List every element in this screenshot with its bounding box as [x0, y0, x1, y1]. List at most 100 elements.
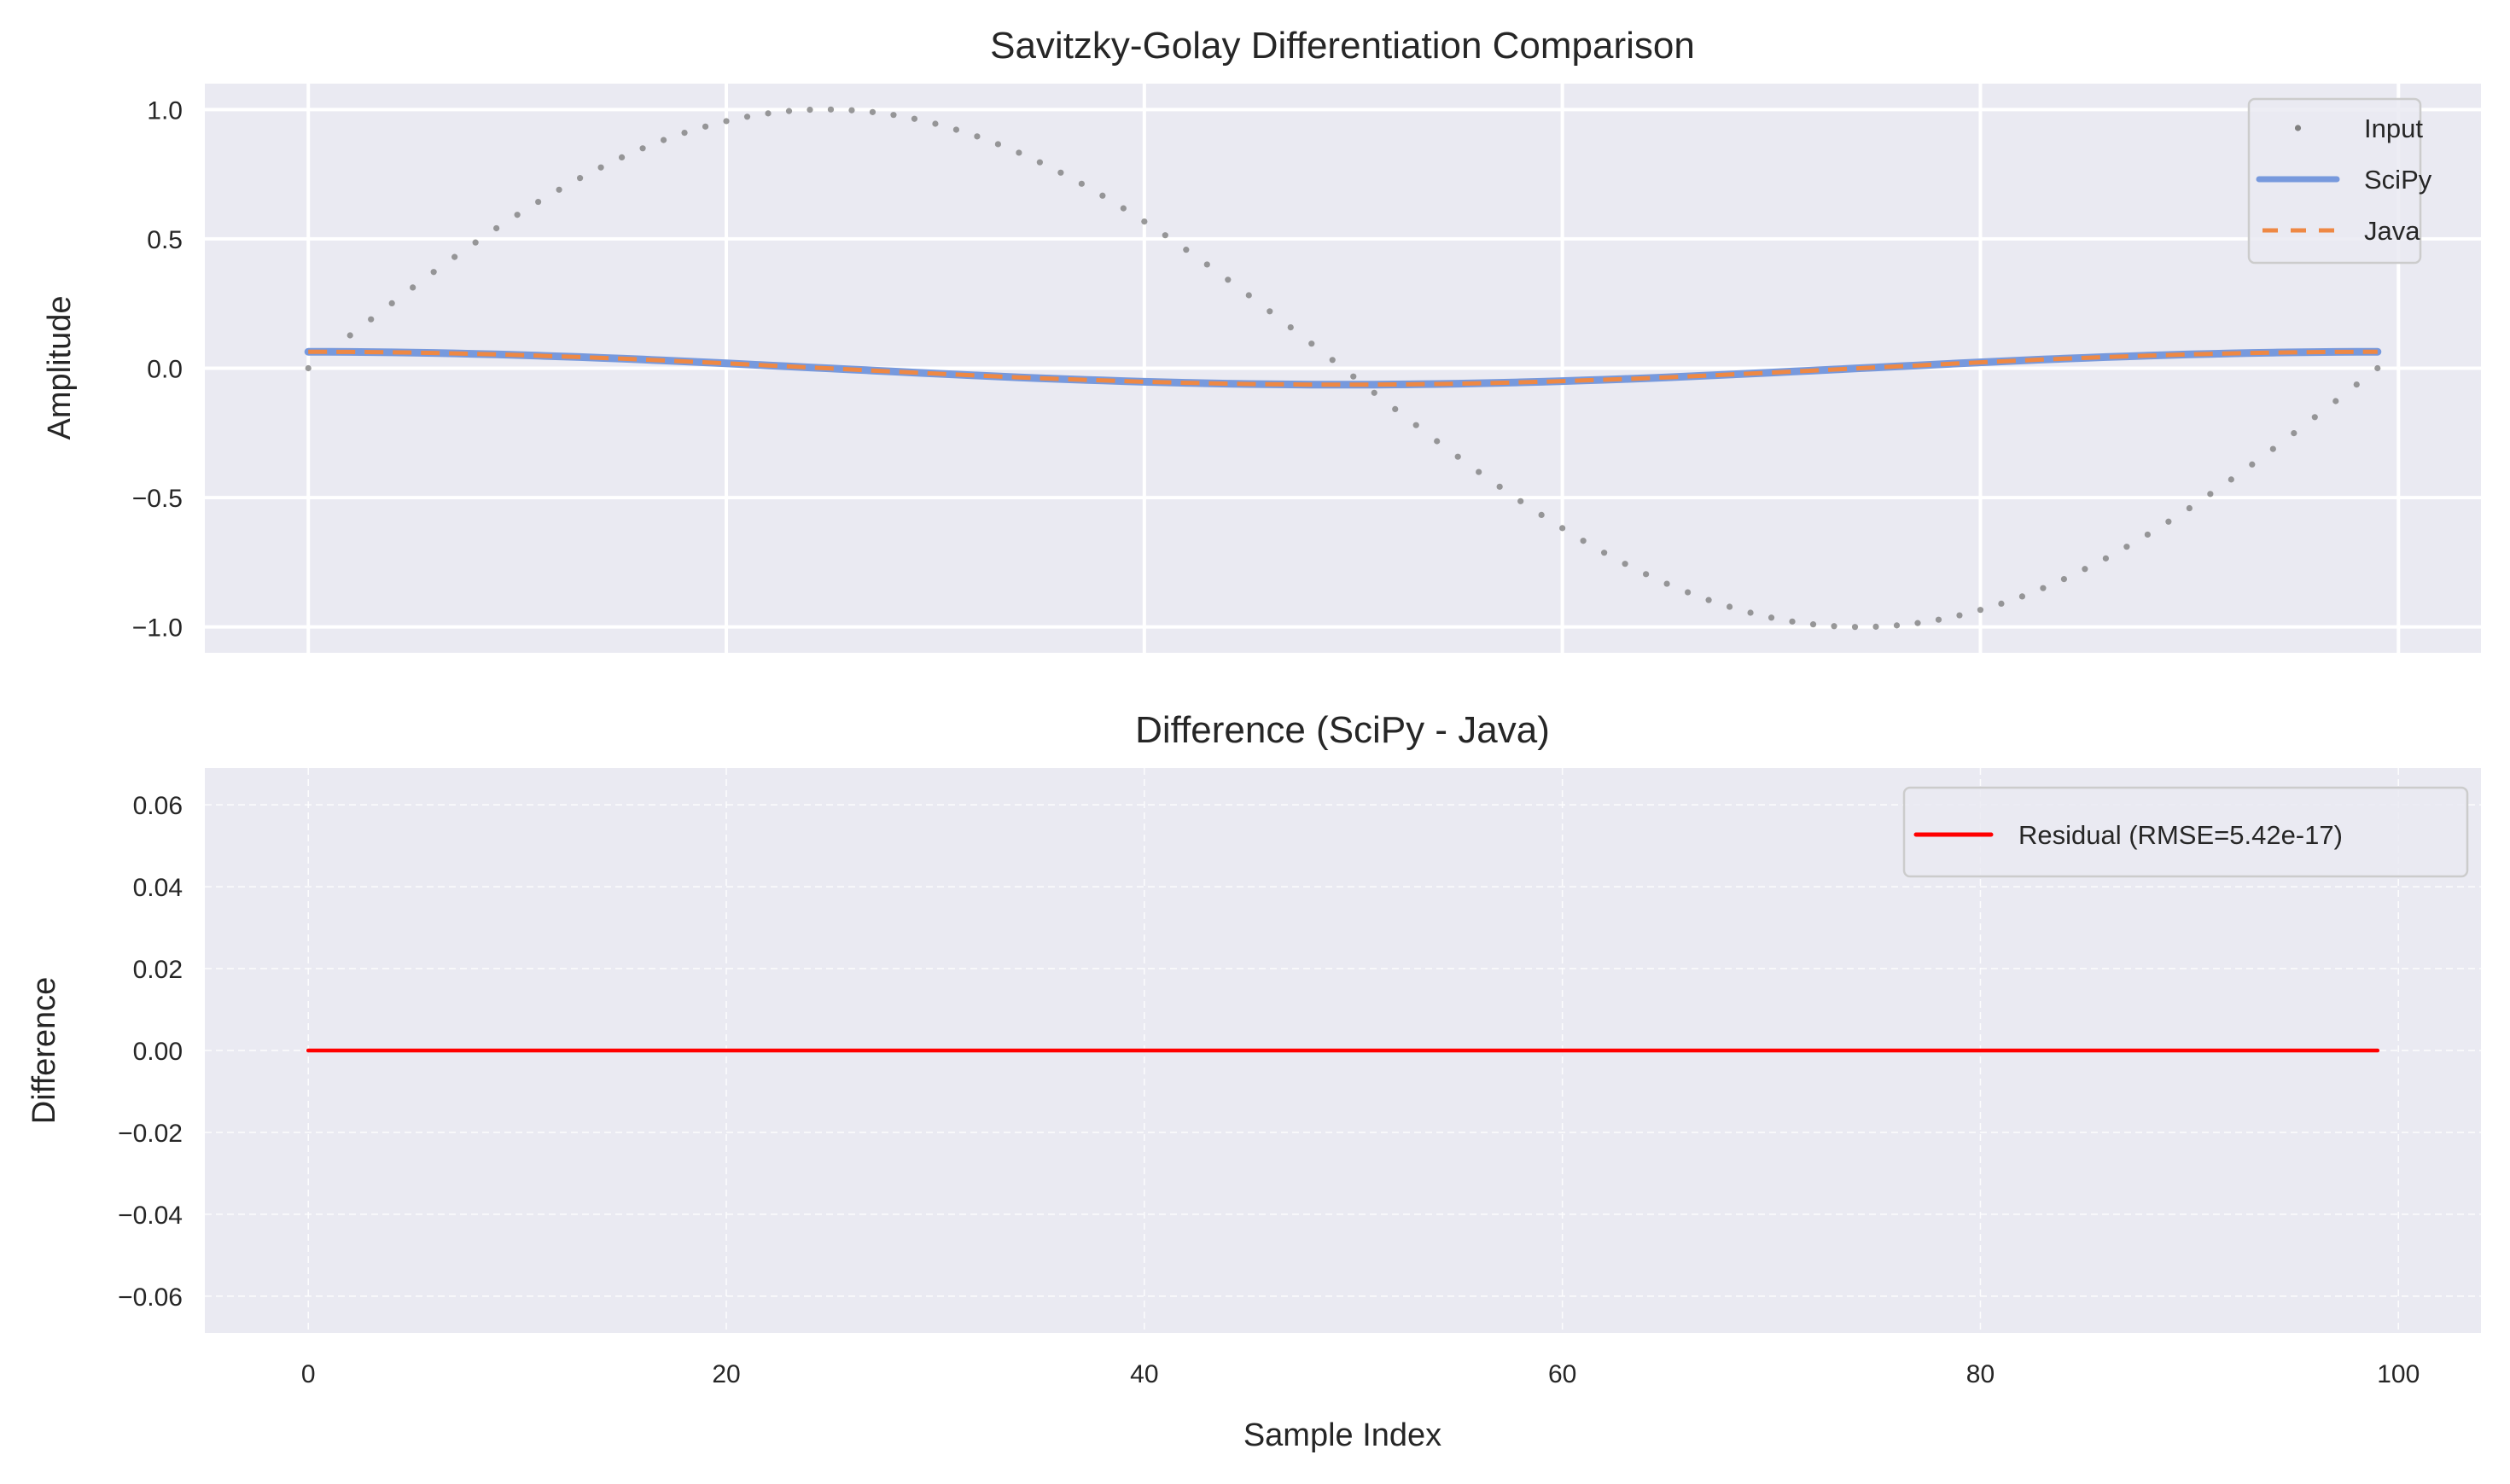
input-point	[514, 212, 521, 218]
input-point	[1789, 618, 1796, 625]
input-point	[2269, 445, 2276, 452]
bottom-y-tick-label: 0.02	[133, 956, 183, 984]
input-point	[1392, 405, 1399, 413]
input-point	[2144, 531, 2151, 538]
input-point	[388, 300, 395, 307]
input-point	[2082, 566, 2088, 573]
input-point	[1684, 589, 1692, 596]
input-point	[1580, 538, 1587, 544]
top-y-tick-label: 0.0	[147, 356, 183, 384]
legend-scipy-label: SciPy	[2364, 165, 2432, 195]
input-point	[2207, 491, 2214, 498]
top-legend: Input SciPy Java	[2247, 97, 2432, 265]
input-point	[1476, 468, 1482, 475]
input-point	[2165, 518, 2172, 525]
input-point	[1977, 607, 1984, 614]
input-point	[702, 123, 709, 130]
input-point	[681, 130, 688, 137]
input-point	[1120, 205, 1127, 212]
input-point	[1267, 308, 1273, 315]
input-point	[2374, 364, 2381, 372]
top-y-tick-label: 1.0	[147, 96, 183, 125]
input-point	[743, 113, 751, 120]
input-point	[2060, 575, 2068, 583]
input-point	[1141, 218, 1148, 225]
input-point	[1371, 389, 1377, 396]
input-point	[577, 175, 584, 182]
input-point	[911, 115, 918, 122]
bottom-axes: 0 20 40 60 80 100 0.06 0.04 0.02 0.00 −0.02 −0.04 −0…	[118, 768, 2481, 1388]
input-point	[1893, 622, 1901, 629]
input-point	[1601, 550, 1608, 556]
input-point	[723, 118, 730, 125]
top-y-tick-label: −1.0	[132, 614, 183, 643]
input-point	[556, 186, 562, 193]
input-point	[890, 112, 897, 119]
input-point	[305, 364, 312, 372]
input-point	[1559, 525, 1566, 532]
input-point	[2249, 461, 2256, 468]
input-point	[410, 284, 416, 291]
input-point	[1726, 603, 1733, 610]
bottom-legend: Residual (RMSE=5.42e-17)	[1902, 786, 2469, 878]
input-point	[1183, 247, 1190, 253]
input-point	[1998, 600, 2005, 607]
input-point	[618, 154, 626, 161]
input-point	[807, 107, 813, 113]
bottom-y-axis-label: Difference	[26, 977, 62, 1125]
input-point	[1245, 292, 1252, 299]
java-series-line	[308, 349, 2378, 387]
input-point	[493, 224, 500, 232]
top-y-tick-label: −0.5	[132, 485, 183, 513]
legend-frame	[1902, 786, 2469, 878]
bottom-y-tick-label: 0.00	[133, 1038, 183, 1066]
top-axes: 1.0 0.5 0.0 −0.5 −1.0 Input SciPy Java	[132, 84, 2481, 653]
input-point	[430, 269, 437, 276]
x-tick-label: 40	[1130, 1360, 1158, 1388]
bottom-y-tick-label: 0.06	[133, 792, 183, 820]
top-y-axis-label: Amplitude	[42, 296, 78, 440]
input-point	[1809, 621, 1817, 628]
input-point	[827, 106, 835, 113]
input-point	[1851, 624, 1859, 631]
input-point	[1663, 580, 1670, 587]
x-tick-label: 0	[301, 1360, 316, 1388]
input-point	[2311, 414, 2318, 421]
top-chart-title: Savitzky-Golay Differentiation Compariso…	[990, 25, 1695, 67]
input-point	[1496, 483, 1503, 490]
input-point	[2186, 504, 2193, 512]
input-point	[1078, 180, 1085, 187]
bottom-y-tick-label: 0.04	[133, 874, 183, 902]
input-point	[1287, 323, 1294, 331]
input-point	[1308, 340, 1315, 347]
input-point	[472, 239, 479, 246]
input-point	[974, 133, 981, 140]
x-tick-label: 80	[1966, 1360, 1995, 1388]
input-point	[1872, 623, 1879, 630]
input-point	[2123, 544, 2130, 550]
input-point	[347, 332, 353, 339]
input-point	[1767, 614, 1775, 621]
input-point	[765, 110, 772, 117]
input-point	[1643, 571, 1650, 578]
legend-input-label: Input	[2364, 113, 2423, 143]
input-point	[1412, 422, 1419, 428]
legend-input-marker	[2294, 125, 2302, 131]
input-point	[869, 108, 876, 115]
input-point	[1099, 192, 1106, 199]
input-point	[1538, 511, 1545, 519]
input-point	[1203, 261, 1210, 268]
x-tick-label: 20	[712, 1360, 740, 1388]
input-point	[2332, 398, 2339, 404]
legend-residual-rmse-e-label: Residual (RMSE=5.42e-17)	[2018, 820, 2343, 850]
input-point	[1622, 561, 1628, 567]
input-point	[994, 141, 1002, 148]
input-point	[2291, 429, 2297, 437]
input-point	[785, 108, 793, 114]
bottom-y-tick-label: −0.06	[118, 1283, 183, 1312]
x-axis-label: Sample Index	[1243, 1417, 1441, 1453]
input-point	[932, 120, 939, 127]
input-point	[1162, 232, 1168, 239]
input-point	[2018, 593, 2026, 600]
input-point	[660, 137, 667, 143]
